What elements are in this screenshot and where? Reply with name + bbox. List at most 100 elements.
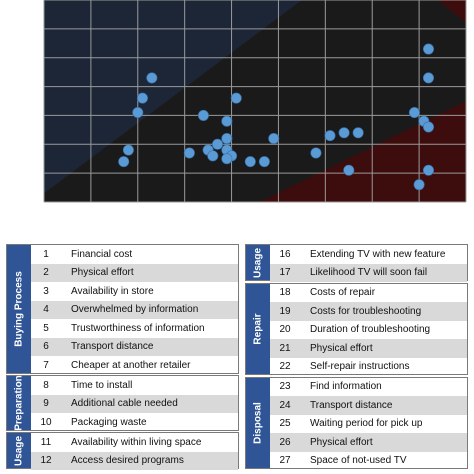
category-label: Repair	[252, 313, 264, 345]
region-upper-right	[437, 0, 466, 24]
data-point	[221, 153, 233, 165]
scatter-chart	[0, 0, 474, 232]
item-label: Extending TV with new feature	[310, 248, 446, 260]
item-number: 16	[279, 248, 291, 260]
category-group: Disposal 23 Find information 24 Transport di…	[245, 376, 468, 469]
item-label: Packaging waste	[71, 416, 147, 428]
data-point	[197, 109, 209, 121]
data-point	[221, 115, 233, 127]
item-label: Access desired programs	[71, 455, 184, 467]
data-point	[146, 72, 158, 84]
table-row: 23 Find information	[270, 378, 467, 397]
table-row: 21 Physical effort	[270, 339, 467, 358]
data-point	[422, 43, 434, 55]
data-point	[268, 133, 280, 145]
data-point	[422, 72, 434, 84]
data-point	[122, 144, 134, 156]
item-number: 21	[279, 342, 291, 354]
category-label: Usage	[252, 247, 264, 278]
table-row: 1 Financial cost	[31, 245, 238, 264]
category-label: Usage	[13, 435, 25, 466]
data-point	[408, 107, 420, 119]
item-number: 6	[43, 341, 49, 353]
table-row: 11 Availability within living space	[31, 433, 238, 452]
category-header: Repair	[246, 283, 270, 374]
category-label: Buying Process	[13, 270, 25, 347]
table-row: 22 Self-repair instructions	[270, 358, 467, 377]
item-label: Physical effort	[310, 436, 373, 448]
category-group: Buying Process 1 Financial cost 2 Physical e…	[6, 244, 239, 374]
table-row: 24 Transport distance	[270, 396, 467, 415]
data-point	[244, 156, 256, 168]
region-lower-right	[259, 101, 466, 202]
item-label: Self-repair instructions	[310, 361, 410, 373]
table-row: 20 Duration of troubleshooting	[270, 321, 467, 340]
item-label: Availability within living space	[71, 436, 202, 448]
item-label: Likelihood TV will soon fail	[310, 267, 428, 279]
item-label: Physical effort	[71, 267, 134, 279]
data-point	[118, 156, 130, 168]
table-row: 3 Availability in store	[31, 282, 238, 301]
data-point	[132, 107, 144, 119]
item-number: 24	[279, 399, 291, 411]
item-label: Transport distance	[71, 341, 154, 353]
item-number: 8	[43, 379, 49, 391]
table-row: 2 Physical effort	[31, 263, 238, 282]
category-label: Disposal	[252, 401, 264, 444]
table-row: 4 Overwhelmed by information	[31, 300, 238, 319]
data-point	[310, 147, 322, 159]
item-number: 10	[40, 416, 52, 428]
category-group: Preparation 8 Time to install 9 Additional c…	[6, 375, 239, 431]
table-row: 5 Trustworthiness of information	[31, 319, 238, 338]
table-row: 6 Transport distance	[31, 337, 238, 356]
category-header: Buying Process	[7, 245, 31, 373]
category-group: Repair 18 Costs of repair 19 Costs for troub…	[245, 282, 468, 377]
item-number: 20	[279, 324, 291, 336]
table-row: 18 Costs of repair	[270, 284, 467, 303]
item-label: Space of not-used TV	[310, 455, 407, 467]
table-row: 17 Likelihood TV will soon fail	[270, 263, 467, 282]
category-label: Preparation	[13, 374, 25, 431]
table-row: 7 Cheaper at another retailer	[31, 356, 238, 375]
data-point	[258, 156, 270, 168]
table-row: 25 Waiting period for pick up	[270, 415, 467, 434]
table-row: 10 Packaging waste	[31, 413, 238, 432]
item-number: 25	[279, 418, 291, 430]
table-row: 26 Physical effort	[270, 433, 467, 452]
item-label: Costs for troubleshooting	[310, 305, 422, 317]
data-point	[338, 127, 350, 139]
data-point	[343, 164, 355, 176]
data-point	[324, 130, 336, 142]
item-label: Duration of troubleshooting	[310, 324, 431, 336]
item-number: 23	[279, 381, 291, 393]
item-label: Trustworthiness of information	[71, 322, 205, 334]
item-label: Financial cost	[71, 248, 133, 260]
data-point	[136, 92, 148, 104]
category-header: Usage	[246, 245, 270, 280]
item-label: Physical effort	[310, 342, 373, 354]
item-number: 19	[279, 305, 291, 317]
category-header: Usage	[7, 433, 31, 468]
item-number: 2	[43, 267, 49, 279]
table-row: 8 Time to install	[31, 376, 238, 395]
data-point	[221, 133, 233, 145]
item-label: Costs of repair	[310, 287, 376, 299]
legend-table-left: Buying Process 1 Financial cost 2 Physical e…	[6, 244, 239, 474]
item-label: Time to install	[71, 379, 133, 391]
item-label: Availability in store	[71, 285, 154, 297]
item-number: 1	[43, 248, 49, 260]
item-label: Cheaper at another retailer	[71, 359, 191, 371]
item-number: 4	[43, 304, 49, 316]
data-point	[207, 150, 219, 162]
item-label: Waiting period for pick up	[310, 418, 423, 430]
region-upper-left	[44, 0, 302, 194]
category-header: Preparation	[7, 374, 31, 431]
category-group: Usage 16 Extending TV with new feature 17 Li…	[245, 244, 468, 282]
item-number: 18	[279, 287, 291, 299]
item-number: 9	[43, 398, 49, 410]
item-label: Overwhelmed by information	[71, 304, 199, 316]
item-number: 3	[43, 285, 49, 297]
item-number: 5	[43, 322, 49, 334]
item-number: 17	[279, 267, 291, 279]
table-row: 19 Costs for troubleshooting	[270, 302, 467, 321]
